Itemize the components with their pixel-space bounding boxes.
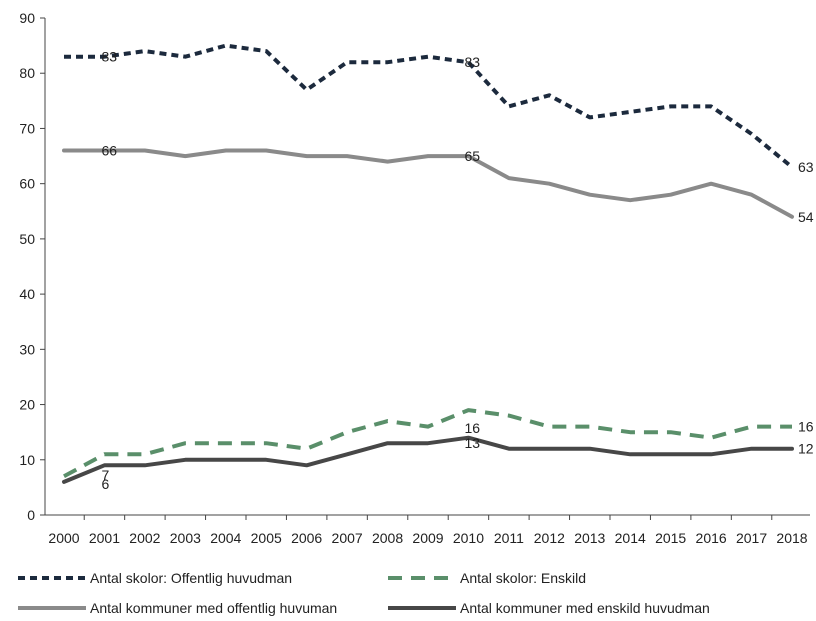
x-tick-label: 2005 (251, 530, 282, 546)
series-line-antal-skolor-enskild (63, 408, 792, 479)
data-label: 16 (798, 419, 814, 435)
data-label: 13 (464, 435, 480, 451)
series-line-antal-kommuner-med-offentlig-huvuman (62, 148, 794, 219)
x-tick-label: 2007 (332, 530, 363, 546)
y-tick-label: 90 (19, 10, 35, 26)
data-label: 12 (798, 441, 814, 457)
x-tick-label: 2012 (534, 530, 565, 546)
series-line-antal-skolor-offentlig-huvudman (64, 43, 794, 169)
x-tick-label: 2011 (494, 530, 524, 546)
legend-item-antal-kommuner-med-offentlig-huvuman: Antal kommuner med offentlig huvuman (18, 600, 337, 616)
y-tick-label: 40 (19, 286, 35, 302)
series-line-antal-kommuner-med-enskild-huvudman (62, 435, 794, 484)
data-label: 7 (101, 467, 109, 483)
data-label: 66 (101, 143, 117, 159)
x-tick-label: 2008 (372, 530, 403, 546)
legend-item-antal-skolor-offentlig-huvudman: Antal skolor: Offentlig huvudman (18, 570, 292, 586)
x-tick-label: 2017 (736, 530, 767, 546)
series-layer (62, 43, 794, 484)
y-tick-label: 80 (19, 65, 35, 81)
y-tick-label: 50 (19, 231, 35, 247)
legend: Antal skolor: Offentlig huvudman Antal sk… (18, 570, 710, 616)
y-tick-label: 30 (19, 341, 35, 357)
data-label: 63 (798, 159, 814, 175)
y-tick-label: 10 (19, 452, 35, 468)
x-tick-label: 2004 (210, 530, 241, 546)
legend-label: Antal skolor: Enskild (460, 570, 586, 586)
legend-item-antal-skolor-enskild: Antal skolor: Enskild (388, 570, 586, 586)
x-tick-label: 2014 (615, 530, 646, 546)
x-tick-label: 2003 (170, 530, 201, 546)
axes: 0 10 20 30 40 50 60 70 80 90 2000 2001 2002 2003 2004 2… (19, 10, 810, 546)
x-tick-label: 2001 (89, 530, 120, 546)
data-label: 65 (464, 148, 480, 164)
x-tick-label: 2000 (48, 530, 79, 546)
y-tick-label: 60 (19, 176, 35, 192)
x-tick-label: 2016 (696, 530, 727, 546)
x-tick-label: 2010 (453, 530, 484, 546)
x-tick-label: 2013 (574, 530, 605, 546)
x-tick-label: 2006 (291, 530, 322, 546)
legend-label: Antal skolor: Offentlig huvudman (90, 570, 292, 586)
data-labels: 83 83 63 7 16 16 66 65 54 6 13 12 (101, 49, 813, 492)
data-label: 83 (101, 49, 117, 65)
legend-label: Antal kommuner med enskild huvudman (460, 600, 710, 616)
x-tick-label: 2018 (776, 530, 807, 546)
legend-item-antal-kommuner-med-enskild-huvudman: Antal kommuner med enskild huvudman (388, 600, 710, 616)
x-tick-label: 2009 (412, 530, 443, 546)
data-label: 83 (464, 54, 480, 70)
y-tick-label: 20 (19, 397, 35, 413)
data-label: 6 (101, 476, 109, 492)
legend-label: Antal kommuner med offentlig huvuman (90, 600, 337, 616)
x-tick-label: 2002 (129, 530, 160, 546)
y-tick-label: 70 (19, 120, 35, 136)
data-label: 16 (464, 420, 480, 436)
y-tick-label: 0 (27, 507, 35, 523)
data-label: 54 (798, 209, 814, 225)
x-tick-label: 2015 (655, 530, 686, 546)
